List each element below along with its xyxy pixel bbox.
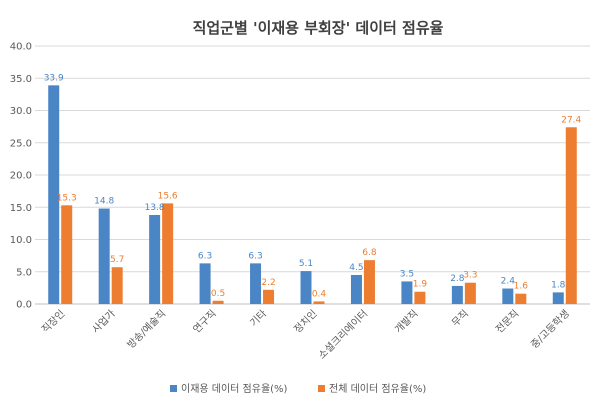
bar-series-2 <box>162 203 174 304</box>
x-tick-label: 연구직 <box>191 308 219 336</box>
gridlines <box>35 45 590 305</box>
bar-series-1 <box>149 214 161 304</box>
x-tick-label: 무직 <box>449 308 471 330</box>
y-tick-label: 35.0 <box>10 74 32 85</box>
x-tick-label: 소셜크리에이터 <box>316 308 370 362</box>
x-tick-label: 기타 <box>248 308 270 330</box>
bar-series-2 <box>414 291 426 304</box>
y-tick-label: 40.0 <box>10 42 32 53</box>
legend-swatch-series-1 <box>170 385 177 392</box>
y-tick-label: 20.0 <box>10 171 32 182</box>
x-tick-label: 전문직 <box>493 308 521 336</box>
data-label-series-2: 0.4 <box>312 289 327 299</box>
data-label-series-1: 33.9 <box>44 73 64 83</box>
x-tick-label: 방송/예술직 <box>125 308 168 351</box>
data-label-series-2: 6.8 <box>362 248 377 258</box>
y-tick-label: 10.0 <box>10 235 32 246</box>
data-label-series-1: 4.5 <box>349 263 363 273</box>
bar-series-1 <box>48 85 60 304</box>
data-label-series-2: 3.3 <box>463 271 477 281</box>
data-label-series-2: 5.7 <box>110 255 124 265</box>
bar-series-2 <box>263 289 275 304</box>
y-tick-label: 30.0 <box>10 106 32 117</box>
bar-series-2 <box>61 205 73 304</box>
data-label-series-2: 0.5 <box>211 289 225 299</box>
x-tick-label: 개발직 <box>393 308 421 336</box>
data-labels: 33.9 15.3 14.8 5.7 13.8 15.6 6.3 0.5 6.3 2.2 5.1 0.… <box>44 73 582 299</box>
data-label-series-1: 14.8 <box>94 197 114 207</box>
data-label-series-2: 1.6 <box>514 282 529 292</box>
data-label-series-1: 6.3 <box>198 251 212 261</box>
y-tick-label: 0.0 <box>16 300 32 311</box>
y-tick-label: 5.0 <box>16 267 32 278</box>
bar-series-2 <box>212 300 224 304</box>
bar-series-1 <box>350 274 362 304</box>
data-label-series-2: 1.9 <box>413 280 428 290</box>
data-label-series-2: 2.2 <box>261 278 275 288</box>
data-label-series-2: 15.3 <box>57 193 77 203</box>
bar-series-2 <box>111 267 123 304</box>
x-tick-label: 중/고등학생 <box>528 308 571 351</box>
bar-series-1 <box>300 271 312 304</box>
bar-series-1 <box>401 281 413 304</box>
legend: 이재용 데이터 점유율(%) 전체 데이터 점유율(%) <box>170 383 426 395</box>
x-tick-label: 직장인 <box>39 308 67 336</box>
bar-series-1 <box>199 263 211 304</box>
bar-series-1 <box>98 208 110 304</box>
bar-series-1 <box>552 292 564 304</box>
legend-label-series-2: 전체 데이터 점유율(%) <box>329 383 426 395</box>
bar-series-1 <box>451 285 463 304</box>
data-label-series-1: 1.8 <box>551 280 566 290</box>
bar-series-2 <box>363 260 375 304</box>
legend-label-series-1: 이재용 데이터 점유율(%) <box>181 383 288 395</box>
bar-series-1 <box>502 288 514 304</box>
x-tick-label: 정치인 <box>292 308 320 336</box>
bars <box>48 85 577 305</box>
data-label-series-1: 6.3 <box>248 251 262 261</box>
y-tick-label: 25.0 <box>10 138 32 149</box>
x-tick-label: 사업가 <box>89 307 118 336</box>
data-label-series-1: 13.8 <box>145 203 165 213</box>
bar-series-2 <box>515 293 527 304</box>
legend-swatch-series-2 <box>318 385 325 392</box>
data-label-series-1: 5.1 <box>299 259 313 269</box>
data-label-series-1: 2.8 <box>450 274 465 284</box>
bar-series-2 <box>313 301 325 304</box>
bar-series-2 <box>565 127 577 305</box>
data-label-series-1: 2.4 <box>501 277 516 287</box>
bar-series-1 <box>250 263 262 304</box>
chart-title: 직업군별 '이재용 부회장' 데이터 점유율 <box>193 19 444 37</box>
bar-series-2 <box>464 282 476 304</box>
data-label-series-1: 3.5 <box>400 269 414 279</box>
y-tick-label: 15.0 <box>10 203 32 214</box>
data-label-series-2: 15.6 <box>158 191 178 201</box>
data-label-series-2: 27.4 <box>561 115 581 125</box>
y-axis-ticks: 0.0 5.0 10.0 15.0 20.0 25.0 30.0 35.0 40.0 <box>10 42 32 311</box>
